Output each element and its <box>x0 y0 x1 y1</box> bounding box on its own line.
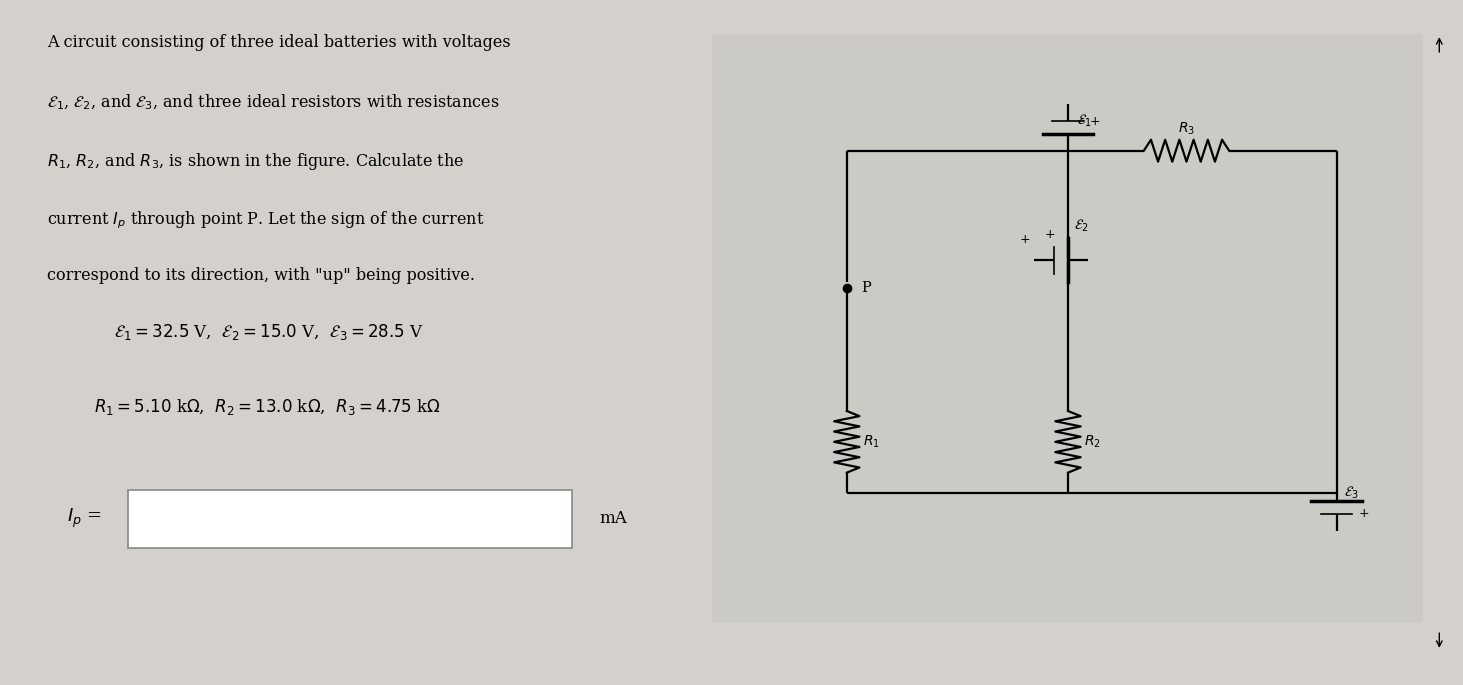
Text: $R_1$: $R_1$ <box>863 434 879 450</box>
Text: current $I_p$ through point P. Let the sign of the current: current $I_p$ through point P. Let the s… <box>47 209 484 231</box>
Text: $\mathcal{E}_3$: $\mathcal{E}_3$ <box>1344 485 1359 501</box>
Text: $\mathcal{E}_1 = 32.5$ V,  $\mathcal{E}_2 = 15.0$ V,  $\mathcal{E}_3 = 28.5$ V: $\mathcal{E}_1 = 32.5$ V, $\mathcal{E}_2… <box>114 322 424 342</box>
Text: correspond to its direction, with "up" being positive.: correspond to its direction, with "up" b… <box>47 267 475 284</box>
Text: $\mathcal{E}_1$, $\mathcal{E}_2$, and $\mathcal{E}_3$, and three ideal resistors: $\mathcal{E}_1$, $\mathcal{E}_2$, and $\… <box>47 92 500 112</box>
Text: +: + <box>1020 234 1030 246</box>
Text: $R_2$: $R_2$ <box>1084 434 1100 450</box>
Text: mA: mA <box>598 510 626 527</box>
Text: $\mathcal{E}_2$: $\mathcal{E}_2$ <box>1074 218 1090 234</box>
Text: P: P <box>862 281 870 295</box>
Text: +: + <box>1045 228 1055 241</box>
Text: $R_3$: $R_3$ <box>1178 121 1195 137</box>
FancyBboxPatch shape <box>127 490 572 548</box>
Text: +: + <box>1090 115 1100 127</box>
Bar <box>712 34 1423 623</box>
Text: +: + <box>1359 508 1369 520</box>
Text: $I_p$ =: $I_p$ = <box>67 508 102 530</box>
Text: $R_1 = 5.10$ k$\Omega$,  $R_2 = 13.0$ k$\Omega$,  $R_3 = 4.75$ k$\Omega$: $R_1 = 5.10$ k$\Omega$, $R_2 = 13.0$ k$\… <box>94 397 440 417</box>
Text: A circuit consisting of three ideal batteries with voltages: A circuit consisting of three ideal batt… <box>47 34 511 51</box>
Text: $\mathcal{E}_1$: $\mathcal{E}_1$ <box>1077 113 1093 129</box>
Text: $R_1$, $R_2$, and $R_3$, is shown in the figure. Calculate the: $R_1$, $R_2$, and $R_3$, is shown in the… <box>47 151 464 172</box>
